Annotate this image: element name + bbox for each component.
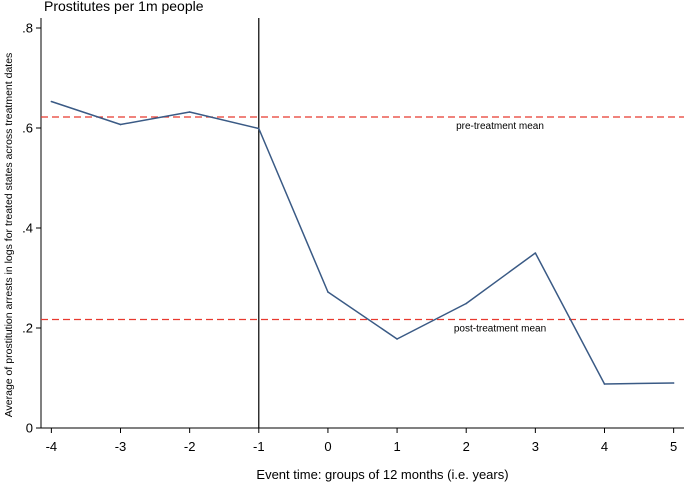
x-tick-label: 0 — [324, 439, 331, 454]
x-tick-label: -2 — [184, 439, 196, 454]
reference-lines: pre-treatment mean post-treatment mean — [41, 18, 684, 428]
data-point — [534, 252, 537, 254]
y-tick-label: .6 — [22, 121, 33, 136]
data-point — [50, 100, 53, 103]
y-tick-label: 0 — [26, 421, 33, 436]
data-point — [672, 382, 675, 384]
x-tick-label: -4 — [46, 439, 58, 454]
data-point — [257, 127, 260, 130]
data-point — [327, 291, 329, 293]
x-tick-label: 2 — [463, 439, 470, 454]
x-axis-title: Event time: groups of 12 months (i.e. ye… — [256, 467, 508, 482]
y-tick-label: .4 — [22, 221, 33, 236]
data-point — [603, 383, 606, 385]
series — [50, 100, 675, 385]
y-axis: 0 .2 .4 .6 .8 — [22, 18, 42, 436]
data-point — [465, 302, 468, 305]
data-point — [396, 338, 398, 340]
x-tick-label: 1 — [393, 439, 400, 454]
y-tick-label: .8 — [22, 21, 33, 36]
x-tick-label: 4 — [601, 439, 608, 454]
chart-title: Prostitutes per 1m people — [44, 0, 204, 14]
y-axis-title: Average of prostitution arrests in logs … — [3, 53, 15, 418]
x-tick-label: -3 — [115, 439, 127, 454]
series-line — [51, 100, 674, 385]
x-tick-label: 5 — [670, 439, 677, 454]
x-axis: -4 -3 -2 -1 0 1 2 3 4 5 — [41, 427, 684, 454]
x-tick-label: -1 — [253, 439, 265, 454]
reference-line-label: pre-treatment mean — [456, 121, 544, 132]
y-tick-label: .2 — [22, 321, 33, 336]
reference-line-label: post-treatment mean — [454, 324, 546, 335]
x-tick-label: 3 — [532, 439, 539, 454]
data-point — [119, 123, 122, 126]
data-point — [188, 111, 191, 113]
